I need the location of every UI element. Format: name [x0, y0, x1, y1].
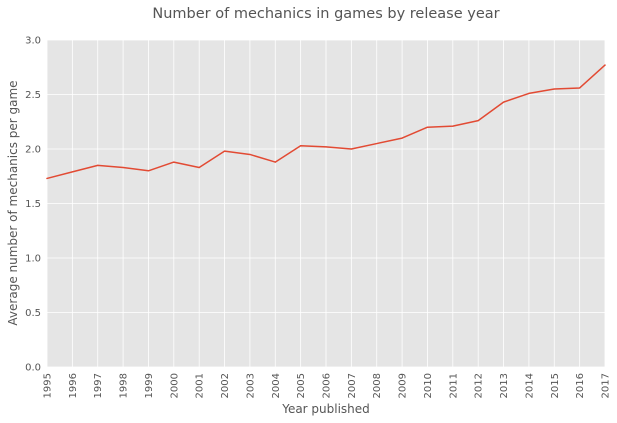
data-point — [325, 146, 327, 148]
x-tick-label: 1999 — [144, 373, 155, 398]
data-point — [452, 125, 454, 127]
data-point — [274, 161, 276, 163]
data-point — [350, 148, 352, 150]
x-tick-label: 2001 — [195, 373, 206, 398]
data-point — [426, 126, 429, 128]
x-tick-label: 1997 — [93, 373, 104, 398]
x-tick-label: 2014 — [524, 373, 535, 398]
x-tick-label: 2004 — [271, 373, 282, 398]
x-tick-label: 2007 — [347, 373, 358, 398]
data-point — [71, 171, 73, 173]
data-point — [528, 92, 530, 95]
x-tick-label: 2006 — [322, 373, 333, 398]
y-tick-label: 0.0 — [25, 363, 41, 374]
data-point — [553, 88, 555, 90]
y-tick-label: 1.5 — [25, 199, 41, 210]
data-point — [147, 170, 150, 172]
data-point — [223, 150, 226, 152]
y-tick-label: 1.0 — [25, 254, 41, 265]
grid-lines — [46, 39, 606, 368]
x-axis-label: Year published — [281, 402, 370, 416]
y-tick-label: 3.0 — [25, 36, 41, 47]
x-tick-label: 1995 — [43, 373, 54, 398]
data-point — [376, 142, 378, 145]
x-tick-label: 2016 — [575, 373, 586, 398]
chart-title: Number of mechanics in games by release … — [152, 6, 499, 22]
data-point — [198, 166, 200, 169]
data-point — [122, 166, 124, 169]
x-tick-label: 2009 — [398, 373, 409, 398]
x-tick-label: 2008 — [372, 373, 383, 398]
data-point — [46, 177, 48, 180]
x-tick-label: 2011 — [448, 373, 459, 398]
x-tick-label: 1998 — [119, 373, 130, 398]
x-tick-label: 2017 — [601, 373, 612, 398]
x-tick-label: 2000 — [169, 373, 180, 398]
data-point — [401, 137, 403, 139]
y-axis-ticks: 0.0 0.5 1.0 1.5 2.0 2.5 3.0 — [25, 36, 41, 374]
data-point — [604, 64, 606, 66]
data-point — [502, 101, 505, 103]
x-tick-label: 2005 — [296, 373, 307, 398]
x-tick-label: 2015 — [550, 373, 561, 398]
x-tick-label: 2010 — [423, 373, 434, 398]
data-point — [300, 145, 302, 147]
x-tick-label: 1996 — [68, 373, 79, 398]
y-axis-label: Average number of mechanics per game — [6, 80, 20, 325]
data-point — [249, 153, 251, 156]
data-point — [477, 120, 479, 122]
x-tick-label: 2003 — [245, 373, 256, 398]
data-point — [97, 164, 99, 166]
x-tick-label: 2012 — [474, 373, 485, 398]
y-tick-label: 0.5 — [25, 308, 41, 319]
x-tick-label: 2013 — [499, 373, 510, 398]
data-point — [173, 161, 175, 163]
data-point — [579, 87, 581, 89]
y-tick-label: 2.5 — [25, 90, 41, 101]
data-points — [46, 64, 606, 180]
y-tick-label: 2.0 — [25, 145, 41, 156]
x-tick-label: 2002 — [220, 373, 231, 398]
x-axis-ticks: 1995 1996 1997 1998 1999 2000 2001 2002 2003 2004… — [43, 373, 612, 398]
